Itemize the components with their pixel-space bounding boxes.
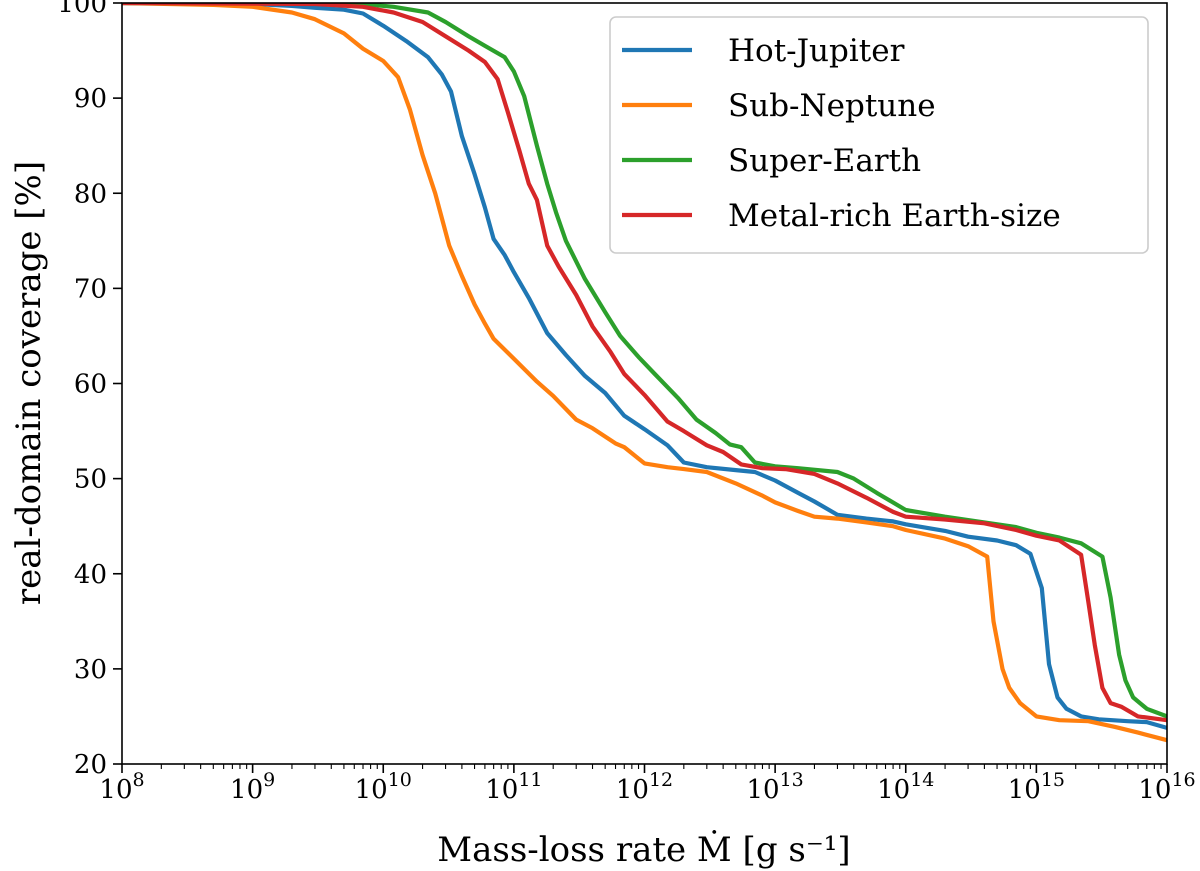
x-tick-label: 1014	[877, 769, 934, 805]
y-axis-title: real-domain coverage [%]	[9, 161, 49, 605]
x-tick-label: 1011	[485, 769, 542, 805]
axis-ticks-group	[113, 2, 1168, 773]
x-tick-label: 1013	[746, 769, 803, 805]
y-tick-label: 80	[74, 179, 107, 209]
series-line-sub-neptune	[122, 3, 1167, 743]
x-tick-label: 1016	[1138, 769, 1195, 805]
x-axis-title: Mass-loss rate Ṁ [g s⁻¹]	[437, 830, 850, 870]
x-tick-label: 1010	[355, 769, 412, 805]
plot-series-group	[122, 3, 1167, 743]
y-tick-label: 50	[74, 465, 107, 495]
legend-label: Hot-Jupiter	[728, 33, 905, 69]
y-tick-label: 20	[74, 750, 107, 780]
legend-label: Sub-Neptune	[728, 88, 936, 124]
y-tick-label: 40	[74, 560, 107, 590]
legend-label: Metal-rich Earth-size	[728, 198, 1061, 234]
x-tick-label: 1015	[1008, 769, 1065, 805]
y-tick-label: 70	[74, 274, 107, 304]
series-line-metal-rich-earth-size	[122, 3, 1167, 723]
tick-labels-group: 108 109 1010 1011 1012 1013 1014 1015 1016 20 30 40…	[57, 0, 1195, 805]
series-line-super-earth	[122, 3, 1167, 719]
y-tick-label: 30	[74, 655, 107, 685]
x-tick-label: 108	[99, 769, 144, 805]
legend-label: Super-Earth	[728, 143, 921, 179]
y-tick-label: 90	[74, 84, 107, 114]
series-line-hot-jupiter	[122, 3, 1167, 730]
y-tick-label: 100	[57, 0, 107, 19]
legend: Hot-Jupiter Sub-Neptune Super-Earth Metal-r…	[609, 16, 1149, 254]
x-tick-label: 1012	[616, 769, 673, 805]
x-tick-label: 109	[230, 769, 275, 805]
legend-box	[609, 16, 1149, 254]
y-tick-label: 60	[74, 370, 107, 400]
